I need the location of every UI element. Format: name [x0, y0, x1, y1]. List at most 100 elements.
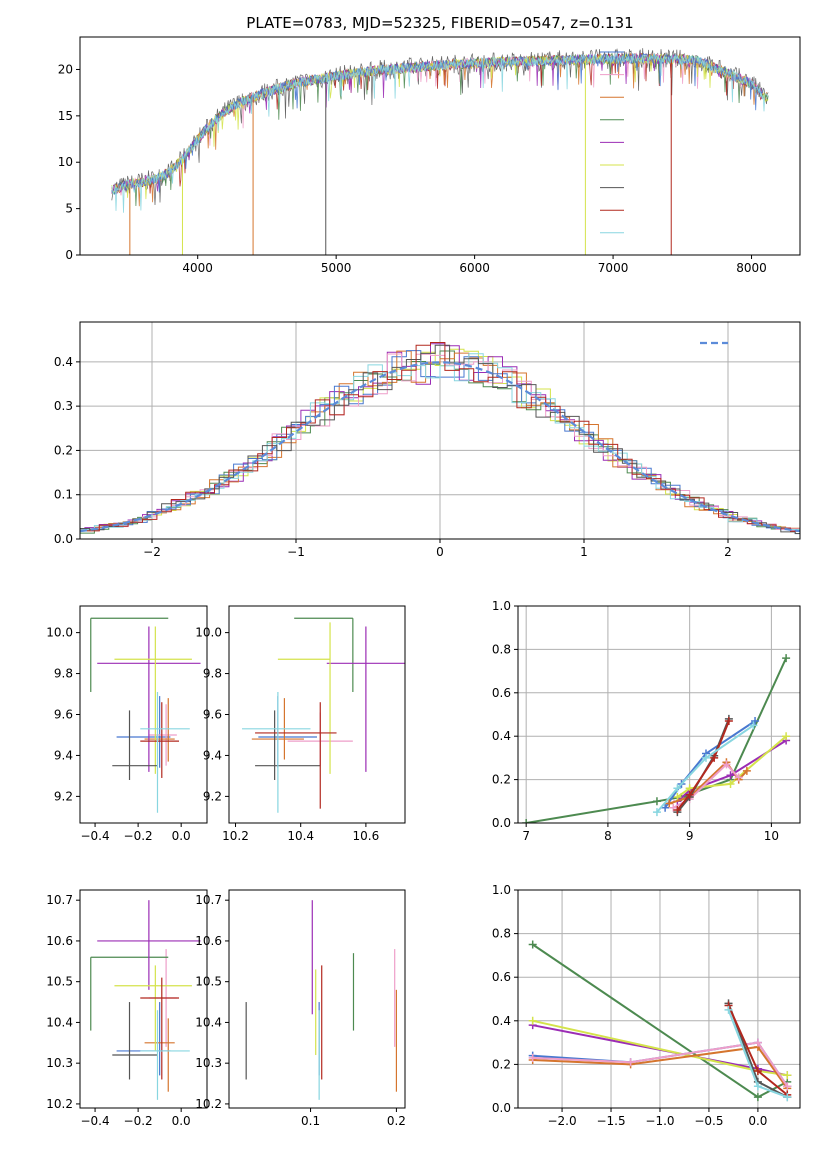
- x-tick-label: 10.2: [222, 829, 249, 843]
- y-tick-label: 0.8: [492, 927, 511, 941]
- weight-marker-salpeter_stelib: [685, 790, 694, 799]
- weight-line-kroupa_stelib: [656, 724, 754, 813]
- axes-frame: [79, 321, 801, 540]
- y-tick-label: 0.0: [492, 1101, 511, 1115]
- histogram-salpeter_stelib: [80, 342, 800, 532]
- weight-marker-salpeter_miles: [753, 1038, 762, 1047]
- y-tick-label: 0.0: [492, 816, 511, 830]
- y-tick-label: 10.5: [195, 975, 222, 989]
- panel-age-vs-Z: −0.4 −0.2 0.0 9.2 9.4 9.6 9.8 10.0: [46, 605, 208, 843]
- y-tick-label: 20: [58, 62, 73, 76]
- y-tick-label: 9.2: [203, 789, 222, 803]
- panel-mass-weight-vs-age: 7 8 9 10 0.0 0.2 0.4 0.6 0.8 1.0: [492, 599, 801, 843]
- y-tick-label: 10.2: [195, 1097, 222, 1111]
- y-tick-label: 9.4: [203, 748, 222, 762]
- weight-marker-chabrier_elodie: [528, 940, 537, 949]
- x-tick-label: 0.1: [301, 1114, 320, 1128]
- axes-frame: [228, 889, 406, 1109]
- weight-line-salpeter_miles: [532, 1041, 789, 1087]
- y-tick-label: 10: [58, 155, 73, 169]
- y-tick-label: 9.6: [203, 708, 222, 722]
- y-tick-label: 9.6: [54, 708, 73, 722]
- x-tick-label: −1.0: [645, 1114, 674, 1128]
- histogram-chabrier_stelib: [80, 344, 800, 534]
- x-tick-label: 0.0: [172, 829, 191, 843]
- x-tick-label: −0.5: [694, 1114, 723, 1128]
- weight-marker-salpeter_stelib: [673, 805, 682, 814]
- weight-marker-salpeter_stelib: [724, 717, 733, 726]
- panel-spectrum: 4000 5000 6000 7000 8000 0 5 10 15 20: [58, 36, 801, 275]
- y-tick-label: 10.0: [46, 626, 73, 640]
- y-tick-label: 10.7: [46, 893, 73, 907]
- plot-area: [90, 617, 201, 813]
- y-tick-label: 15: [58, 109, 73, 123]
- y-tick-label: 10.3: [46, 1056, 73, 1070]
- weight-marker-chabrier_elodie: [782, 654, 791, 663]
- y-tick-label: 10.2: [46, 1097, 73, 1111]
- x-tick-label: 8000: [736, 261, 767, 275]
- weight-line-salpeter_stelib: [676, 720, 730, 811]
- weight-marker-kroupa_stelib: [783, 1093, 792, 1102]
- y-tick-label: 0.1: [54, 488, 73, 502]
- plot-area: [522, 654, 791, 823]
- weight-marker-salpeter_miles: [783, 1082, 792, 1091]
- weight-marker-salpeter_miles: [734, 773, 743, 782]
- y-tick-label: 0: [65, 248, 73, 262]
- weight-marker-salpeter_miles: [722, 760, 731, 769]
- x-tick-label: 0: [436, 545, 444, 559]
- y-tick-label: 1.0: [492, 883, 511, 897]
- x-tick-label: 4000: [182, 261, 213, 275]
- x-tick-label: 8: [604, 829, 612, 843]
- x-tick-label: −2: [143, 545, 161, 559]
- y-tick-label: 0.4: [492, 729, 511, 743]
- panel-age-vs-mass: 10.2 10.4 10.6 9.2 9.4 9.6 9.8 10.0: [195, 605, 406, 843]
- x-tick-label: 7000: [598, 261, 629, 275]
- y-tick-label: 9.4: [54, 748, 73, 762]
- weight-marker-chabrier_miles: [751, 717, 760, 726]
- y-tick-label: 10.6: [46, 934, 73, 948]
- x-tick-label: −1: [287, 545, 305, 559]
- x-tick-label: −0.2: [124, 1114, 153, 1128]
- y-tick-label: 0.6: [492, 686, 511, 700]
- x-tick-label: 6000: [459, 261, 490, 275]
- plot-area: [111, 48, 769, 255]
- weight-line-chabrier_miles: [664, 720, 756, 809]
- x-tick-label: 0.2: [387, 1114, 406, 1128]
- weight-line-kroupa_miles: [532, 1045, 789, 1089]
- axes-frame: [517, 605, 801, 824]
- x-tick-label: 9: [686, 829, 694, 843]
- y-tick-label: 10.4: [195, 1015, 222, 1029]
- y-tick-label: 10.0: [195, 626, 222, 640]
- plot-area: [80, 342, 800, 535]
- weight-marker-kroupa_stelib: [702, 753, 710, 762]
- y-tick-label: 0.4: [492, 1014, 511, 1028]
- y-tick-label: 0.3: [54, 399, 73, 413]
- y-tick-label: 9.2: [54, 789, 73, 803]
- weight-marker-kroupa_stelib: [753, 1082, 762, 1091]
- normal-curve: [80, 361, 800, 533]
- plot-area: [90, 900, 201, 1100]
- y-tick-label: 1.0: [492, 599, 511, 613]
- y-tick-label: 10.5: [46, 975, 73, 989]
- x-tick-label: 7: [522, 829, 530, 843]
- axes-frame: [228, 605, 406, 824]
- weight-marker-salpeter_elodie: [726, 771, 735, 780]
- weight-marker-kroupa_miles: [665, 799, 674, 808]
- weight-marker-salpeter_stelib: [710, 753, 719, 762]
- x-tick-label: −2.0: [547, 1114, 576, 1128]
- weight-marker-chabrier_miles: [661, 803, 670, 812]
- y-tick-label: 0.6: [492, 970, 511, 984]
- y-tick-label: 10.4: [46, 1015, 73, 1029]
- x-tick-label: 0.0: [172, 1114, 191, 1128]
- weight-marker-chabrier_elodie: [753, 1093, 762, 1102]
- y-tick-label: 10.3: [195, 1056, 222, 1070]
- panel-mass-vs-Z: −0.4 −0.2 0.0 10.2 10.3 10.4 10.5 10.6 10.7: [46, 889, 208, 1128]
- y-tick-label: 0.8: [492, 642, 511, 656]
- axes-frame: [79, 889, 208, 1109]
- weight-marker-kroupa_elodie: [673, 792, 682, 801]
- panel-mass-vs-ebv: 0.1 0.2 10.2 10.3 10.4 10.5 10.6 10.7: [195, 889, 406, 1128]
- x-tick-label: 5000: [321, 261, 352, 275]
- x-tick-label: −0.2: [124, 829, 153, 843]
- y-tick-label: 10.6: [195, 934, 222, 948]
